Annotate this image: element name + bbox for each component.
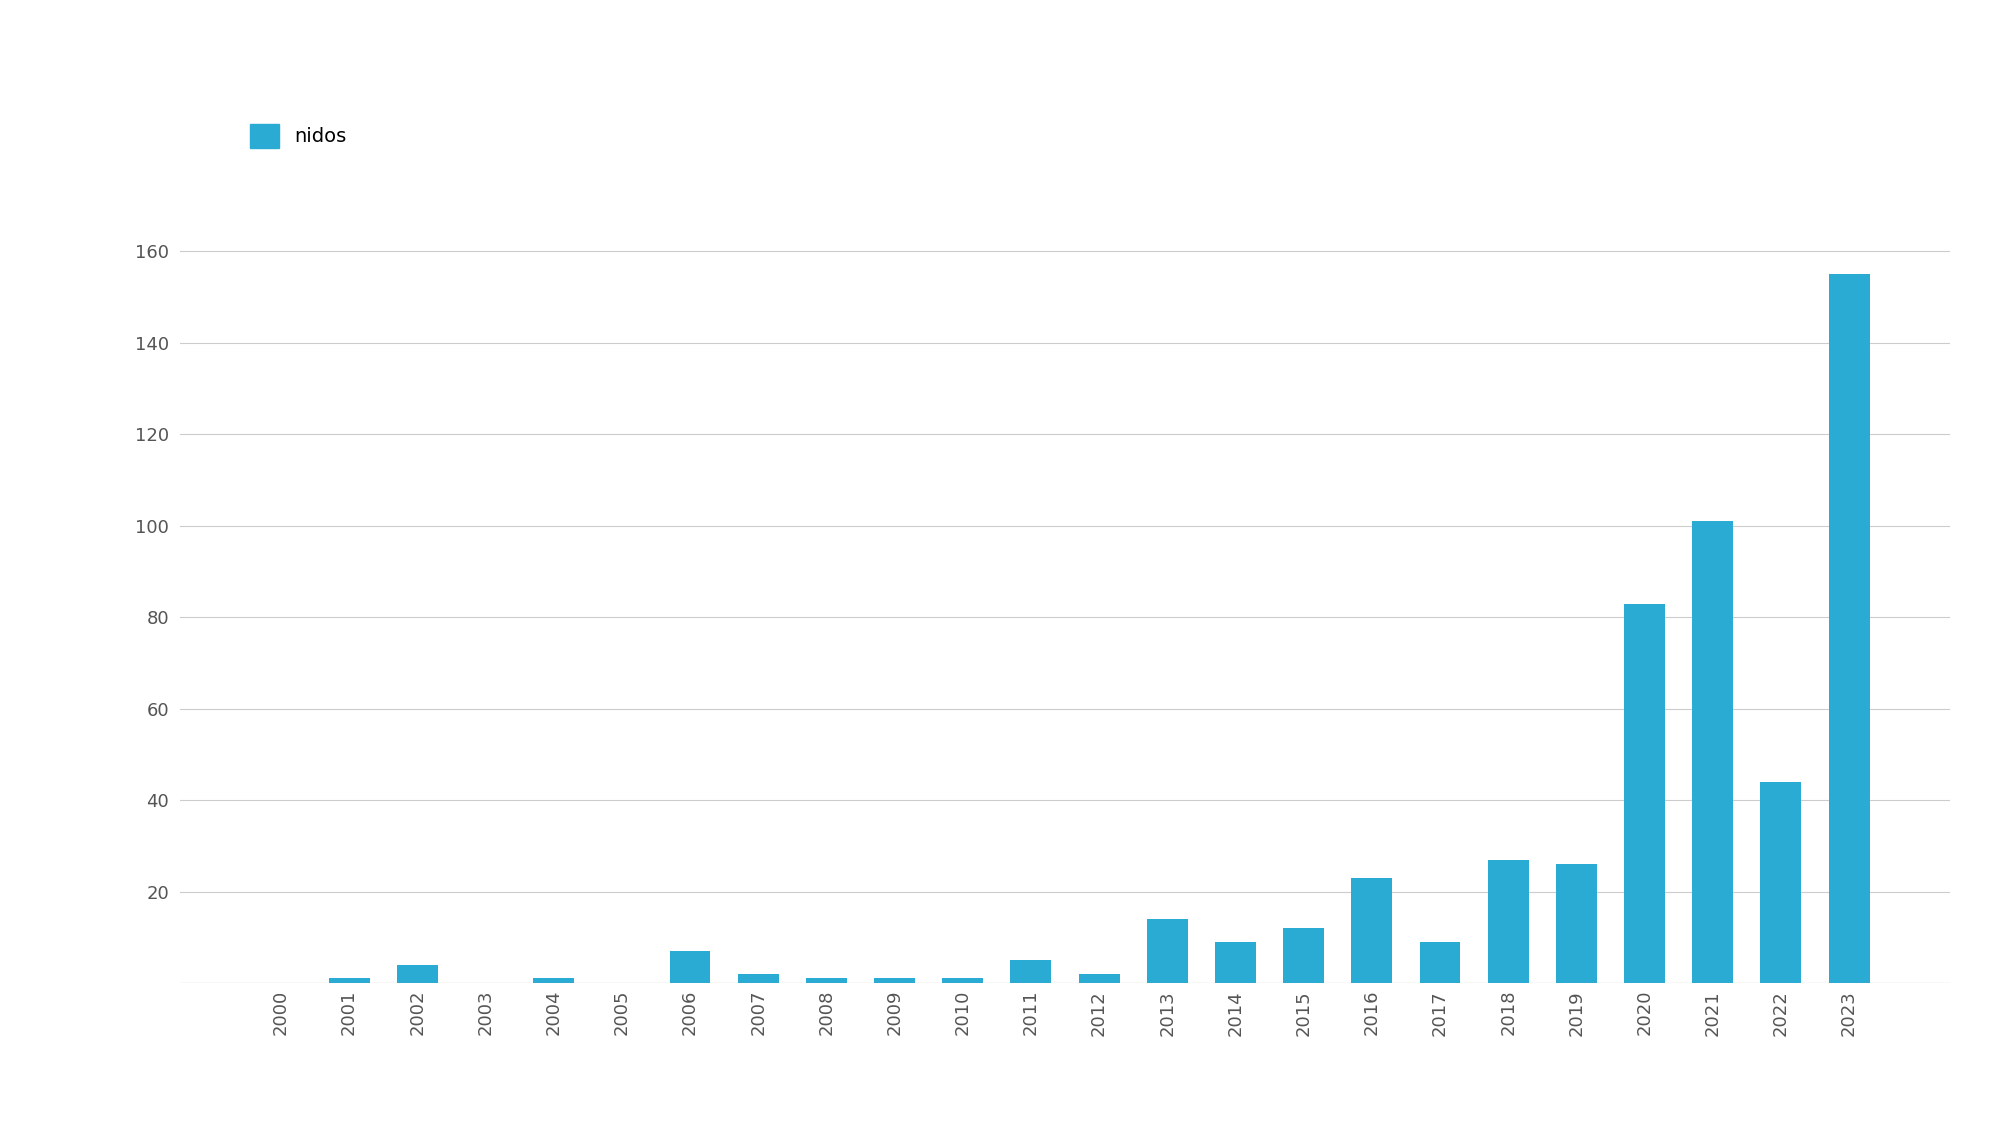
- Bar: [874, 978, 914, 983]
- Bar: [738, 974, 778, 983]
- Bar: [670, 951, 710, 983]
- Bar: [1352, 878, 1392, 983]
- Bar: [1692, 521, 1734, 983]
- Bar: [1556, 864, 1596, 983]
- Bar: [1760, 782, 1802, 983]
- Bar: [1214, 942, 1256, 983]
- Bar: [1420, 942, 1460, 983]
- Bar: [1146, 919, 1188, 983]
- Bar: [1078, 974, 1120, 983]
- Bar: [396, 965, 438, 983]
- Bar: [534, 978, 574, 983]
- Bar: [942, 978, 984, 983]
- Legend: nidos: nidos: [250, 125, 346, 147]
- Bar: [1488, 860, 1528, 983]
- Bar: [1624, 604, 1664, 983]
- Bar: [806, 978, 846, 983]
- Bar: [1284, 928, 1324, 983]
- Bar: [328, 978, 370, 983]
- Bar: [1010, 960, 1052, 983]
- Bar: [1828, 274, 1870, 983]
